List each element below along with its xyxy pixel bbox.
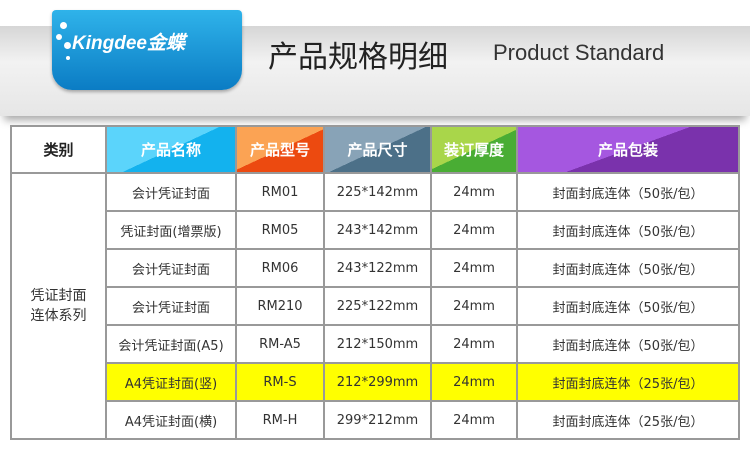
packaging-cell: 封面封底连体（50张/包） — [516, 248, 740, 288]
table-row: 会计凭证封面 RM06 243*122mm 24mm 封面封底连体（50张/包） — [11, 248, 740, 288]
packaging-cell: 封面封底连体（50张/包） — [516, 286, 740, 326]
model-cell: RM06 — [235, 248, 325, 288]
thickness-cell: 24mm — [430, 210, 518, 250]
size-cell: 225*142mm — [323, 172, 432, 212]
logo-ribbon — [52, 10, 242, 90]
size-cell: 212*299mm — [323, 362, 432, 402]
thickness-cell: 24mm — [430, 324, 518, 364]
thickness-cell: 24mm — [430, 286, 518, 326]
packaging-cell: 封面封底连体（50张/包） — [516, 210, 740, 250]
product-name-cell: A4凭证封面(横) — [105, 400, 237, 440]
table-row: 会计凭证封面 RM210 225*122mm 24mm 封面封底连体（50张/包） — [11, 286, 740, 326]
packaging-cell: 封面封底连体（50张/包） — [516, 172, 740, 212]
product-name-cell: 会计凭证封面(A5) — [105, 324, 237, 364]
page-title: 产品规格明细 — [268, 40, 448, 75]
size-cell: 212*150mm — [323, 324, 432, 364]
kingdee-logo: Kingdee金蝶 — [72, 33, 185, 54]
thickness-cell: 24mm — [430, 172, 518, 212]
size-cell: 299*212mm — [323, 400, 432, 440]
size-cell: 243*142mm — [323, 210, 432, 250]
thickness-cell: 24mm — [430, 400, 518, 440]
header-packaging: 产品包装 — [516, 125, 740, 174]
model-cell: RM-S — [235, 362, 325, 402]
table-row: 凭证封面(增票版) RM05 243*142mm 24mm 封面封底连体（50张/包） — [11, 210, 740, 250]
thickness-cell: 24mm — [430, 248, 518, 288]
spec-table: 类别 产品名称 产品型号 产品尺寸 装订厚度 产品包装 凭证封面 连体系列 会计凭… — [10, 125, 740, 440]
model-cell: RM05 — [235, 210, 325, 250]
header-category: 类别 — [10, 125, 107, 174]
product-name-cell: 会计凭证封面 — [105, 172, 237, 212]
header-thickness: 装订厚度 — [430, 125, 518, 174]
header-model: 产品型号 — [235, 125, 325, 174]
product-name-cell: A4凭证封面(竖) — [105, 362, 237, 402]
size-cell: 243*122mm — [323, 248, 432, 288]
header-name: 产品名称 — [105, 125, 237, 174]
model-cell: RM210 — [235, 286, 325, 326]
page-subtitle: Product Standard — [493, 40, 665, 65]
table-row: A4凭证封面(竖) RM-S 212*299mm 24mm 封面封底连体（25张/包） — [11, 362, 740, 402]
product-name-cell: 凭证封面(增票版) — [105, 210, 237, 250]
header-size: 产品尺寸 — [323, 125, 432, 174]
model-cell: RM01 — [235, 172, 325, 212]
packaging-cell: 封面封底连体（50张/包） — [516, 324, 740, 364]
table-row: A4凭证封面(横) RM-H 299*212mm 24mm 封面封底连体（25张/包） — [11, 400, 740, 440]
model-cell: RM-H — [235, 400, 325, 440]
packaging-cell: 封面封底连体（25张/包） — [516, 400, 740, 440]
product-name-cell: 会计凭证封面 — [105, 286, 237, 326]
table-row: 会计凭证封面(A5) RM-A5 212*150mm 24mm 封面封底连体（50张/包… — [11, 324, 740, 364]
thickness-cell: 24mm — [430, 362, 518, 402]
product-name-cell: 会计凭证封面 — [105, 248, 237, 288]
size-cell: 225*122mm — [323, 286, 432, 326]
category-cell: 凭证封面 连体系列 — [10, 172, 107, 440]
table-row: 凭证封面 连体系列 会计凭证封面 RM01 225*142mm 24mm 封面封底连体（5… — [10, 172, 740, 440]
packaging-cell: 封面封底连体（25张/包） — [516, 362, 740, 402]
model-cell: RM-A5 — [235, 324, 325, 364]
